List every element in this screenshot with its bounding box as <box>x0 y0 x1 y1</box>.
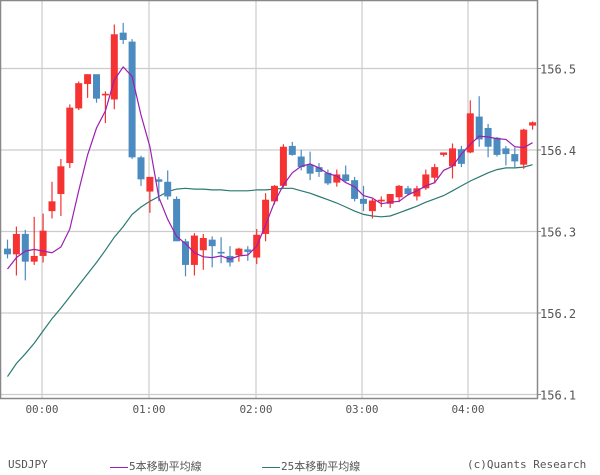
grid-lines <box>0 0 537 398</box>
ma25-line <box>7 164 533 377</box>
up-candle <box>466 113 474 153</box>
x-tick-label: 01:00 <box>132 403 165 416</box>
down-candle <box>457 149 465 164</box>
x-tick-label: 02:00 <box>239 403 272 416</box>
up-candle <box>48 201 56 212</box>
up-candle <box>190 235 198 265</box>
down-candle <box>208 239 216 247</box>
down-candle <box>155 179 163 182</box>
down-candle <box>297 156 305 168</box>
up-candle <box>440 152 448 155</box>
down-candle <box>315 167 323 173</box>
up-candle <box>30 255 38 262</box>
down-candle <box>137 157 145 180</box>
up-candle <box>110 34 118 100</box>
up-candle <box>395 185 403 198</box>
x-tick-label: 03:00 <box>345 403 378 416</box>
ma5-swatch-icon <box>110 466 128 468</box>
legend-symbol: USDJPY <box>8 458 48 471</box>
down-candle <box>493 137 501 155</box>
down-candle <box>173 198 181 242</box>
legend-ma5: 5本移動平均線 <box>110 458 202 474</box>
up-candle <box>422 174 430 189</box>
up-candle <box>235 248 243 256</box>
credit-text: (c)Quants Research <box>467 458 587 471</box>
down-candle <box>475 116 483 140</box>
up-candle <box>199 238 207 251</box>
down-candle <box>342 174 350 181</box>
down-candle <box>306 164 314 174</box>
up-candle <box>75 83 83 109</box>
up-candle <box>66 107 74 164</box>
ma25-swatch-icon <box>262 466 280 468</box>
y-tick-label: 156.1 <box>540 389 576 403</box>
down-candle <box>502 148 510 155</box>
down-candle <box>351 180 359 199</box>
y-axis-labels: 156.1 156.2 156.3 156.4 156.5 <box>537 63 576 403</box>
up-candle <box>449 148 456 167</box>
legend-ma25-label: 25本移動平均線 <box>281 460 361 473</box>
y-tick-label: 156.5 <box>540 63 576 77</box>
up-candle <box>431 167 439 178</box>
up-candle <box>146 176 154 192</box>
plot-frame <box>0 0 539 400</box>
up-candle <box>271 185 278 202</box>
ma5-line <box>7 65 533 270</box>
up-candle <box>262 199 270 234</box>
up-candle <box>101 93 109 96</box>
x-tick-label: 04:00 <box>451 403 484 416</box>
up-candle <box>279 146 287 186</box>
down-candle <box>360 198 367 204</box>
x-axis-labels: 00:00 01:00 02:00 03:00 04:00 <box>25 403 484 416</box>
up-candle <box>12 233 20 255</box>
up-candle <box>333 174 341 183</box>
legend-ma5-label: 5本移動平均線 <box>129 460 202 473</box>
down-candle <box>93 74 100 99</box>
down-candle <box>324 172 332 184</box>
up-candle <box>368 200 376 212</box>
up-candle <box>57 166 65 195</box>
down-candle <box>404 188 412 195</box>
y-tick-label: 156.2 <box>540 307 576 321</box>
down-candle <box>511 154 519 162</box>
down-candle <box>217 251 225 254</box>
candlestick-chart: 156.1 156.2 156.3 156.4 156.5 00:00 01:00 02:0… <box>0 0 576 416</box>
up-candle <box>84 74 92 84</box>
legend-ma25: 25本移動平均線 <box>262 458 360 474</box>
down-candle <box>119 32 127 40</box>
down-candle <box>164 181 172 197</box>
down-candle <box>128 41 136 158</box>
down-candle <box>4 248 11 255</box>
y-tick-label: 156.4 <box>540 144 576 158</box>
down-candle <box>21 233 29 262</box>
up-candle <box>529 122 537 126</box>
down-candle <box>182 241 189 265</box>
up-candle <box>377 199 385 202</box>
candles <box>4 22 537 281</box>
y-tick-label: 156.3 <box>540 226 576 240</box>
down-candle <box>288 145 296 155</box>
up-candle <box>413 188 421 197</box>
up-candle <box>386 194 394 204</box>
down-candle <box>244 249 252 252</box>
up-candle <box>39 230 47 256</box>
x-tick-label: 00:00 <box>25 403 58 416</box>
